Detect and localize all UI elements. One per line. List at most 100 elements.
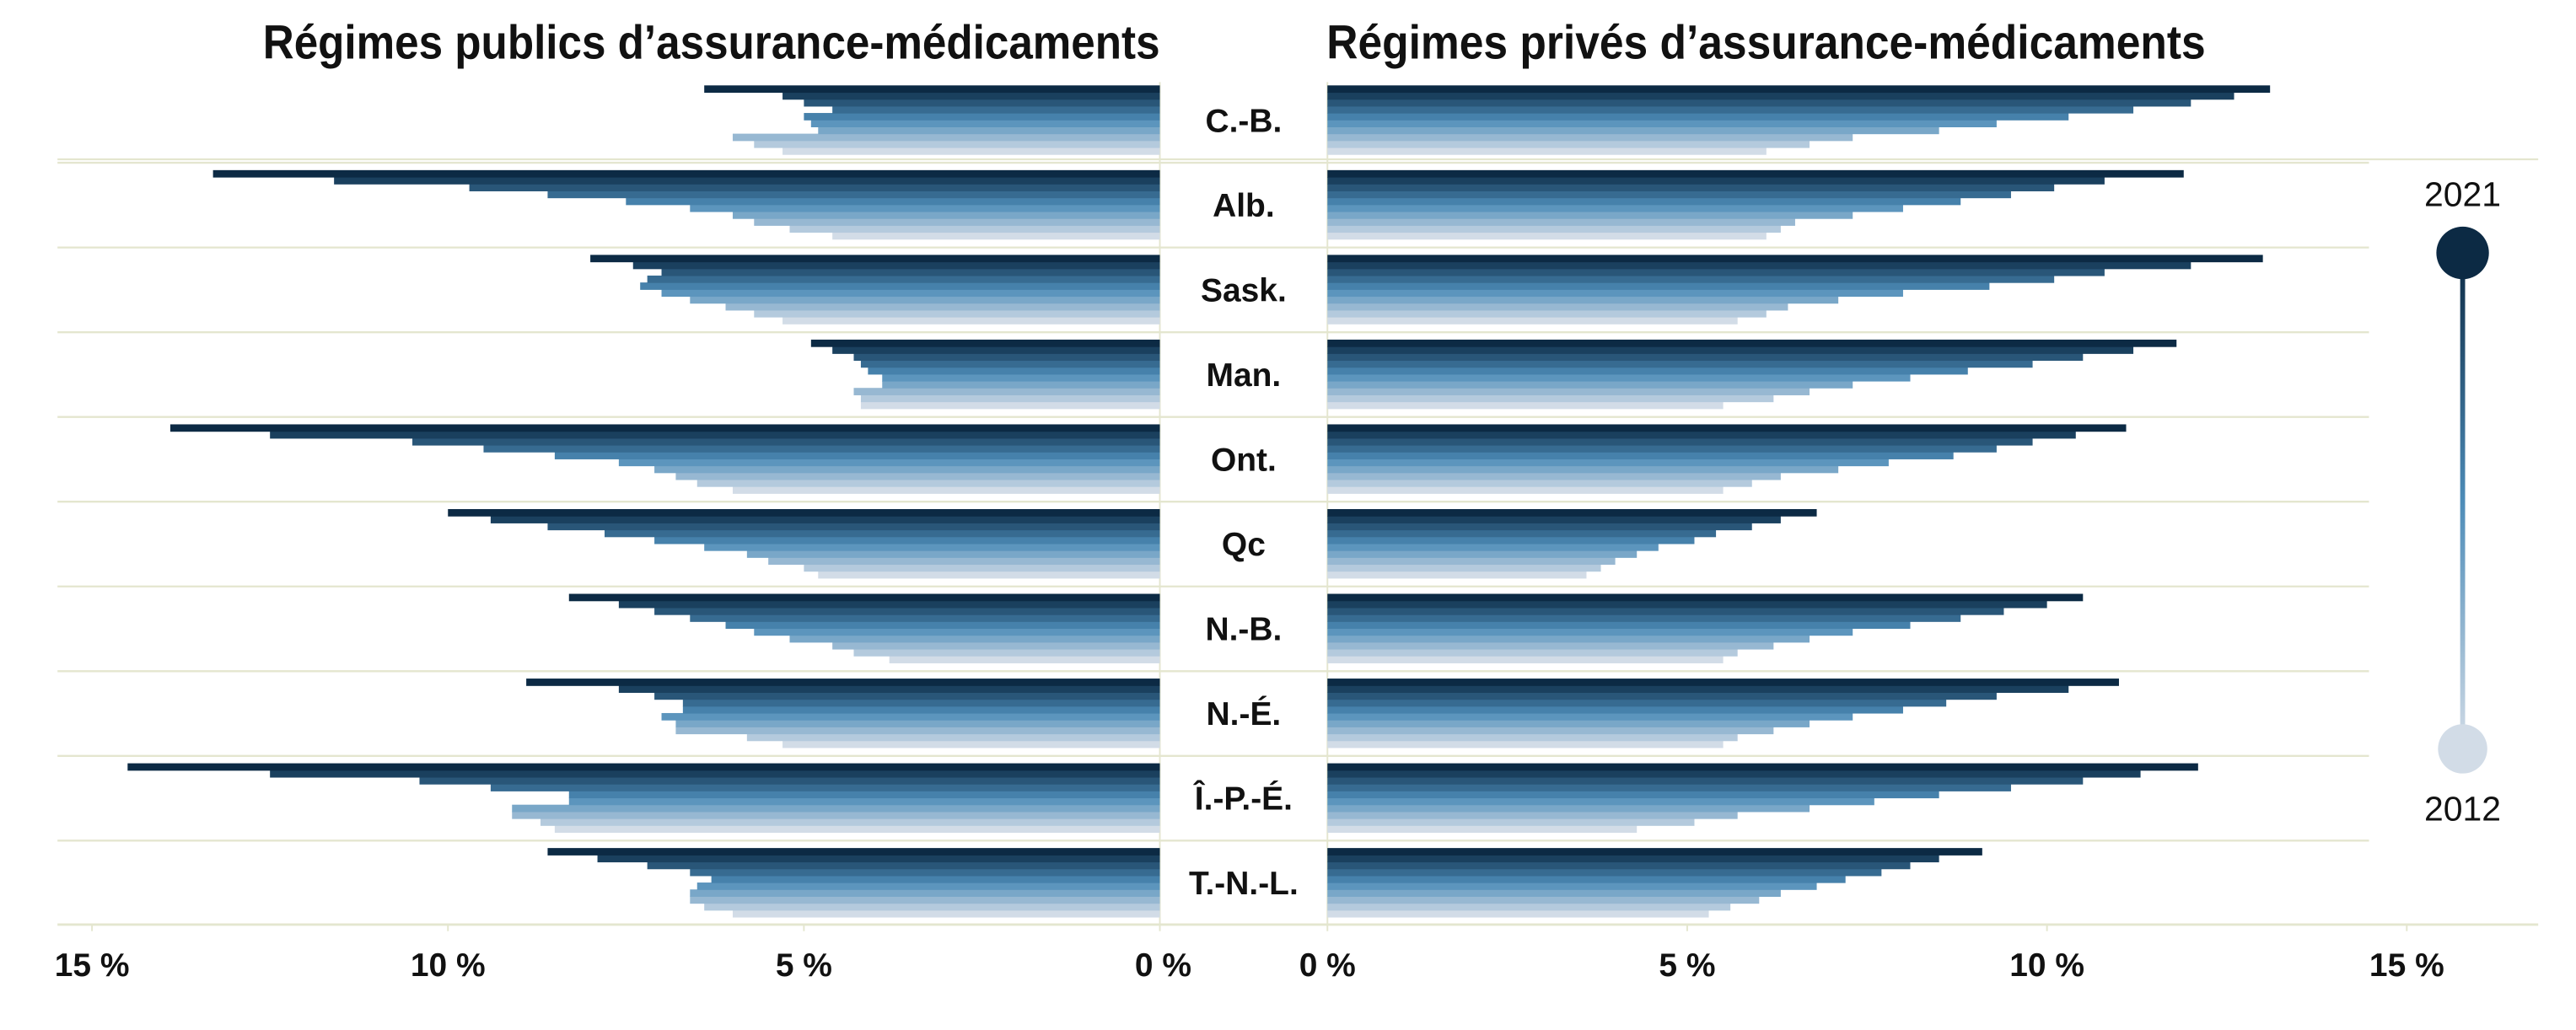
bar bbox=[818, 126, 1160, 135]
category-label: Man. bbox=[1207, 357, 1282, 394]
bar bbox=[334, 177, 1160, 185]
x-tick-label: 15 % bbox=[2369, 947, 2444, 984]
category-label: Î.-P.-É. bbox=[1193, 781, 1293, 818]
bar bbox=[1327, 679, 2119, 686]
bar bbox=[782, 317, 1160, 325]
bar bbox=[1327, 255, 2263, 263]
bar bbox=[1327, 811, 1738, 819]
bar bbox=[1327, 204, 1903, 212]
bar bbox=[568, 797, 1160, 806]
bar bbox=[832, 232, 1160, 240]
bar bbox=[647, 275, 1160, 283]
bar bbox=[1327, 232, 1767, 240]
bar bbox=[654, 465, 1160, 474]
bar bbox=[1327, 431, 2076, 439]
bar bbox=[1327, 543, 1659, 551]
bar bbox=[1327, 339, 2177, 347]
bar bbox=[1327, 763, 2198, 771]
left-title: Régimes publics d’assurance-médicaments bbox=[263, 15, 1160, 68]
bar bbox=[1327, 784, 2011, 791]
bar bbox=[1327, 868, 1882, 877]
bar bbox=[860, 360, 1160, 368]
bar bbox=[1327, 648, 1738, 657]
bar bbox=[1327, 289, 1903, 298]
bar bbox=[1327, 614, 1961, 622]
bar bbox=[526, 679, 1160, 686]
bar bbox=[704, 543, 1160, 551]
bar bbox=[882, 381, 1160, 389]
bar bbox=[512, 804, 1160, 813]
bar bbox=[412, 437, 1160, 446]
bar bbox=[270, 431, 1160, 439]
bar bbox=[1327, 140, 1810, 148]
bar bbox=[1327, 367, 1968, 375]
bar bbox=[1327, 126, 1939, 135]
bar bbox=[604, 529, 1160, 538]
bar bbox=[270, 770, 1160, 778]
bar bbox=[732, 133, 1160, 142]
bar bbox=[1327, 381, 1853, 389]
bar bbox=[127, 763, 1160, 771]
bar bbox=[1327, 550, 1638, 558]
bar bbox=[832, 105, 1160, 114]
bar bbox=[690, 614, 1160, 622]
bar bbox=[810, 339, 1160, 347]
bar bbox=[1327, 896, 1760, 904]
bar bbox=[1327, 641, 1774, 650]
bar bbox=[1327, 523, 1752, 531]
bar bbox=[1327, 225, 1781, 233]
bar bbox=[754, 140, 1160, 148]
bar bbox=[661, 289, 1160, 298]
bar bbox=[768, 557, 1160, 566]
bar bbox=[675, 727, 1160, 735]
bar bbox=[1327, 169, 2184, 178]
bar bbox=[1327, 190, 2011, 199]
legend-line bbox=[2460, 253, 2466, 749]
bar bbox=[1327, 113, 2069, 121]
bar bbox=[1327, 360, 2033, 368]
bar bbox=[618, 600, 1160, 609]
bar bbox=[1327, 424, 2127, 432]
bar bbox=[704, 85, 1160, 94]
bar bbox=[746, 733, 1160, 742]
bar bbox=[782, 92, 1160, 100]
bar bbox=[1327, 699, 1947, 707]
bar bbox=[1327, 261, 2191, 270]
bar bbox=[1327, 346, 2134, 354]
bar bbox=[547, 848, 1160, 856]
bar bbox=[212, 169, 1160, 178]
bar bbox=[448, 508, 1160, 517]
bar bbox=[860, 394, 1160, 403]
bar bbox=[1327, 92, 2235, 100]
bar bbox=[690, 889, 1160, 897]
bar bbox=[1327, 120, 1997, 127]
bar bbox=[1327, 275, 2055, 283]
bar bbox=[1327, 861, 1911, 870]
x-tick-label: 5 % bbox=[776, 947, 832, 984]
bar bbox=[590, 255, 1160, 263]
bar bbox=[1327, 465, 1839, 474]
bar bbox=[682, 705, 1160, 714]
bar bbox=[1327, 889, 1781, 897]
bar bbox=[754, 628, 1160, 636]
bar bbox=[632, 261, 1160, 270]
bar bbox=[882, 373, 1160, 382]
bar bbox=[568, 593, 1160, 602]
x-tick-label: 15 % bbox=[55, 947, 130, 984]
bar bbox=[732, 211, 1160, 219]
bar bbox=[1327, 635, 1810, 643]
bar bbox=[690, 896, 1160, 904]
bar bbox=[832, 346, 1160, 354]
bar bbox=[1327, 218, 1795, 226]
bar bbox=[853, 388, 1160, 395]
bar bbox=[696, 479, 1160, 487]
bar bbox=[1327, 705, 1903, 714]
bar bbox=[1327, 211, 1853, 219]
bar bbox=[483, 445, 1160, 453]
x-tick-label: 5 % bbox=[1659, 947, 1715, 984]
bar bbox=[804, 564, 1160, 572]
bar bbox=[868, 367, 1160, 375]
bar bbox=[1327, 776, 2084, 785]
bar bbox=[547, 523, 1160, 531]
